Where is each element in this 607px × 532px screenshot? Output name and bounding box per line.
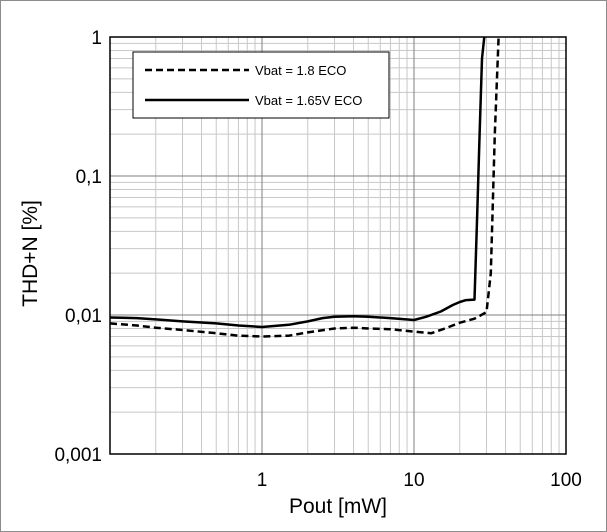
y-tick-label: 1 (91, 28, 102, 49)
x-tick-label: 10 (403, 470, 424, 491)
y-tick-label: 0,01 (65, 306, 102, 327)
legend-box (132, 51, 390, 119)
y-tick-label: 0,1 (76, 167, 102, 188)
plot-area-border (109, 36, 567, 455)
legend: Vbat = 1.8 ECO Vbat = 1.65V ECO (132, 51, 390, 119)
series-line-2 (109, 36, 486, 329)
series-line-1 (109, 36, 500, 338)
x-tick-label: 1 (257, 470, 268, 491)
y-tick-labels: 0,001 0,01 0,1 1 (54, 28, 102, 466)
legend-label-1: Vbat = 1.8 ECO (255, 63, 346, 78)
y-tick-label: 0,001 (54, 445, 102, 466)
x-tick-labels: 1 10 100 (257, 470, 582, 491)
y-axis-title: THD+N [%] (19, 200, 42, 307)
series-layer (109, 36, 500, 338)
x-tick-label: 100 (550, 470, 582, 491)
x-axis-title: Pout [mW] (289, 495, 387, 518)
legend-label-2: Vbat = 1.65V ECO (255, 93, 362, 108)
